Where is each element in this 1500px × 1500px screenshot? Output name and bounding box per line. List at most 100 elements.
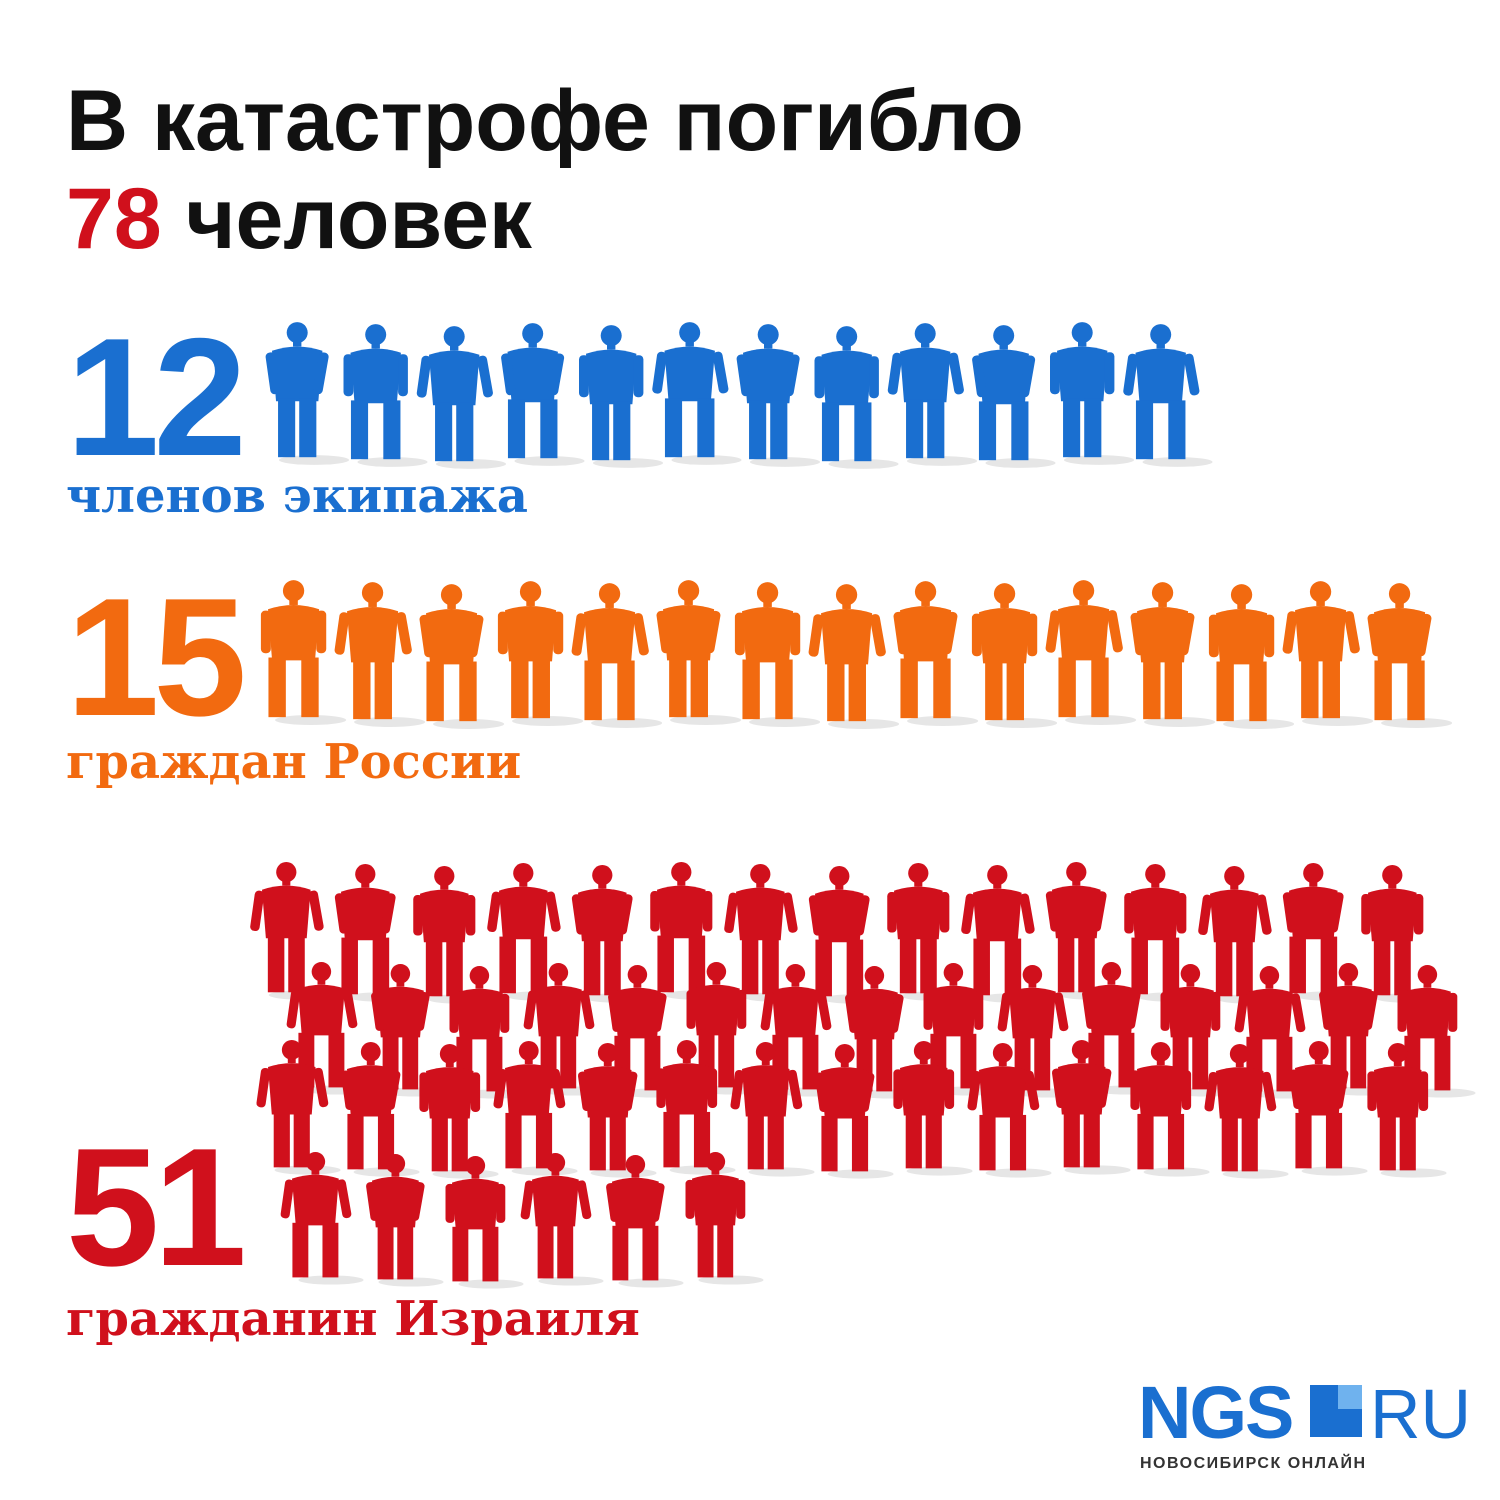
arm (1050, 352, 1060, 395)
leg (1295, 1112, 1312, 1169)
arm (1282, 611, 1298, 654)
leg (1276, 1036, 1293, 1092)
arm (652, 351, 667, 394)
torso (347, 1065, 395, 1117)
neck (1393, 1060, 1402, 1067)
leg (978, 401, 997, 461)
arm (577, 1071, 592, 1111)
leg (1118, 1032, 1135, 1088)
arm (520, 1180, 535, 1220)
leg (815, 939, 832, 997)
head (627, 964, 648, 985)
leg (1011, 401, 1029, 461)
torso (350, 348, 401, 404)
neck (919, 1058, 928, 1065)
title-line: 78 человек (66, 171, 533, 267)
arm (1256, 894, 1272, 935)
arm (859, 1072, 875, 1112)
arm (974, 990, 984, 1030)
head (1071, 322, 1093, 344)
leg (718, 1032, 735, 1088)
head (522, 323, 544, 345)
arm (342, 989, 358, 1029)
person-figure (1050, 322, 1134, 465)
arm (1264, 614, 1275, 658)
arm (1261, 1071, 1277, 1112)
shadow (357, 457, 428, 467)
head (311, 961, 332, 982)
arm (1397, 992, 1407, 1032)
torso (657, 885, 706, 939)
arm (1204, 1071, 1219, 1112)
leg (560, 1033, 577, 1089)
person-figure (606, 1154, 684, 1288)
head (276, 862, 297, 883)
leg (697, 1222, 714, 1278)
person-figure (808, 866, 890, 1004)
shadow (275, 715, 347, 725)
arm (784, 354, 800, 397)
torso (262, 885, 311, 939)
neck (684, 599, 693, 605)
arm (265, 352, 281, 395)
torso (452, 1178, 499, 1230)
person-figure (730, 1041, 815, 1177)
neck (361, 882, 370, 888)
leg (353, 659, 371, 720)
person-figure (416, 326, 506, 469)
shadow (985, 458, 1056, 468)
neck (1072, 880, 1081, 886)
torso (292, 1174, 339, 1226)
arm (923, 990, 933, 1030)
head (282, 580, 305, 602)
arm (380, 893, 396, 934)
torso (1325, 985, 1372, 1037)
arm (1234, 993, 1249, 1033)
neck (763, 601, 772, 607)
arm (814, 1072, 829, 1112)
arm (571, 894, 586, 935)
torso (1216, 608, 1268, 665)
leg (973, 938, 990, 996)
leg (1373, 938, 1391, 996)
leg (767, 1113, 784, 1170)
leg (1063, 1111, 1080, 1168)
neck (551, 1170, 560, 1176)
shadow (698, 1275, 764, 1285)
head (1071, 1039, 1092, 1060)
leg (584, 660, 602, 721)
neck (603, 1060, 612, 1067)
leg (1084, 398, 1102, 458)
shadow (748, 1167, 815, 1177)
torso (505, 1064, 553, 1116)
arm (313, 1067, 329, 1108)
neck (1235, 1061, 1244, 1068)
neck (440, 884, 449, 890)
torso (1289, 886, 1338, 940)
neck (842, 603, 851, 609)
arm (760, 991, 775, 1031)
torso (612, 1177, 659, 1229)
head (548, 962, 569, 983)
leg (1192, 1034, 1209, 1090)
leg (1236, 939, 1253, 997)
arm (487, 891, 502, 933)
neck (842, 345, 851, 351)
leg (505, 1112, 522, 1169)
arm (1091, 891, 1107, 932)
neck (1237, 603, 1246, 609)
head (1229, 1043, 1250, 1064)
arm (1211, 991, 1221, 1031)
leg (876, 1036, 893, 1092)
arm (465, 895, 476, 936)
shadow (512, 716, 584, 726)
leg (1167, 1113, 1185, 1170)
leg (1057, 935, 1075, 993)
head (385, 1153, 406, 1174)
neck (607, 344, 616, 350)
arm (1328, 892, 1344, 933)
leg (557, 1223, 574, 1279)
person-figure (656, 580, 742, 725)
neck (1388, 883, 1397, 889)
